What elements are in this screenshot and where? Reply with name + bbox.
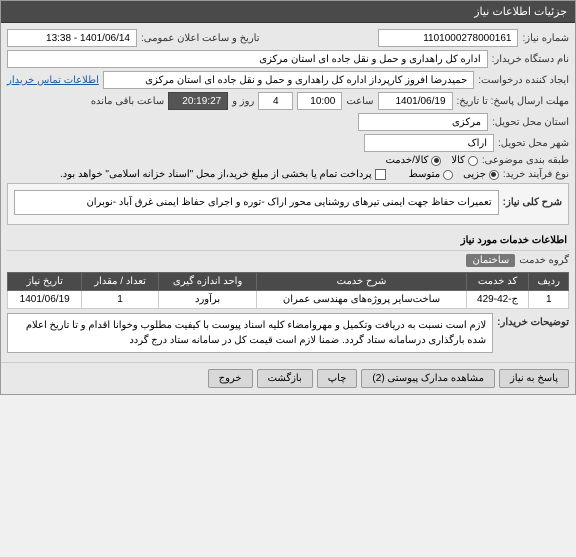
respond-button[interactable]: پاسخ به نیاز: [499, 369, 569, 388]
subject-kala-radio[interactable]: کالا: [451, 155, 478, 166]
buyer-org-field: اداره کل راهداری و حمل و نقل جاده ای است…: [7, 50, 488, 68]
window-title-bar: جزئیات اطلاعات نیاز: [1, 1, 575, 23]
city-label: شهر محل تحویل:: [498, 138, 569, 149]
radio-icon: [443, 170, 453, 180]
details-window: جزئیات اطلاعات نیاز شماره نیاز: 11010002…: [0, 0, 576, 395]
contact-link[interactable]: اطلاعات تماس خریدار: [7, 75, 99, 86]
checkbox-icon: [375, 169, 386, 180]
days-label: روز و: [232, 96, 254, 107]
cell-qty: 1: [82, 291, 158, 309]
time-label: ساعت: [346, 96, 373, 107]
col-qty: تعداد / مقدار: [82, 273, 158, 291]
deadline-label: مهلت ارسال پاسخ: تا تاریخ:: [457, 96, 569, 107]
cell-date: 1401/06/19: [8, 291, 82, 309]
subject-khedmat-radio[interactable]: کالا/خدمت: [385, 155, 441, 166]
group-tag: ساختمان: [466, 254, 515, 267]
countdown-field: 20:19:27: [168, 92, 228, 110]
col-date: تاریخ نیاز: [8, 273, 82, 291]
province-label: استان محل تحویل:: [492, 117, 569, 128]
subject-kala-label: کالا: [451, 155, 465, 166]
cell-code: ج-42-429: [466, 291, 529, 309]
need-jozei-radio[interactable]: جزیی: [463, 169, 499, 180]
col-row: ردیف: [529, 273, 569, 291]
deadline-time-field: 10:00: [297, 92, 342, 110]
city-field: اراک: [364, 134, 494, 152]
exit-button[interactable]: خروج: [208, 369, 253, 388]
need-desc-field: تعمیرات حفاظ جهت ایمنی تیرهای روشنایی مح…: [14, 190, 499, 215]
subject-khedmat-label: کالا/خدمت: [385, 155, 428, 166]
cell-unit: برآورد: [158, 291, 257, 309]
services-section-title: اطلاعات خدمات مورد نیاز: [7, 231, 569, 251]
print-button[interactable]: چاپ: [317, 369, 358, 388]
group-label: گروه خدمت: [519, 255, 569, 266]
payment-checkbox[interactable]: پرداخت تمام یا بخشی از مبلغ خرید،از محل …: [60, 169, 386, 180]
remaining-label: ساعت باقی مانده: [91, 96, 164, 107]
subject-radio-group: کالا کالا/خدمت: [385, 155, 477, 166]
province-field: مرکزی: [358, 113, 488, 131]
window-title: جزئیات اطلاعات نیاز: [474, 6, 567, 18]
need-jozei-label: جزیی: [463, 169, 486, 180]
col-code: کد خدمت: [466, 273, 529, 291]
payment-checkbox-label: پرداخت تمام یا بخشی از مبلغ خرید،از محل …: [60, 169, 372, 180]
cell-row: 1: [529, 291, 569, 309]
radio-icon: [468, 156, 478, 166]
deadline-date-field: 1401/06/19: [378, 92, 453, 110]
buyer-org-label: نام دستگاه خریدار:: [492, 54, 569, 65]
buyer-notes-field: لازم است نسبت به دریافت وتکمیل و مهروامض…: [7, 313, 493, 353]
need-number-label: شماره نیاز:: [522, 33, 569, 44]
radio-icon: [431, 156, 441, 166]
table-row: 1 ج-42-429 ساخت‌سایر پروژه‌های مهندسی عم…: [8, 291, 569, 309]
services-table: ردیف کد خدمت شرح خدمت واحد اندازه گیری ت…: [7, 272, 569, 309]
description-section: شرح کلی نیاز: تعمیرات حفاظ جهت ایمنی تیر…: [7, 183, 569, 225]
request-creator-label: ایجاد کننده درخواست:: [478, 75, 569, 86]
buyer-notes-label: توضیحات خریدار:: [497, 313, 569, 328]
back-button[interactable]: بازگشت: [257, 369, 313, 388]
subject-type-label: طبقه بندی موضوعی:: [482, 155, 569, 166]
need-motevaset-radio[interactable]: متوسط: [409, 169, 453, 180]
view-docs-button[interactable]: مشاهده مدارک پیوستی (2): [361, 369, 495, 388]
need-desc-title: شرح کلی نیاز:: [503, 197, 562, 208]
form-content: شماره نیاز: 1101000278000161 تاریخ و ساع…: [1, 23, 575, 362]
need-type-label: نوع فرآیند خرید:: [503, 169, 569, 180]
need-motevaset-label: متوسط: [409, 169, 440, 180]
cell-desc: ساخت‌سایر پروژه‌های مهندسی عمران: [257, 291, 466, 309]
request-creator-field: حمیدرضا افروز کارپرداز اداره کل راهداری …: [103, 71, 474, 89]
need-number-field: 1101000278000161: [378, 29, 518, 47]
public-announce-label: تاریخ و ساعت اعلان عمومی:: [141, 33, 260, 44]
days-value-field: 4: [258, 92, 293, 110]
radio-icon: [489, 170, 499, 180]
footer-buttons: پاسخ به نیاز مشاهده مدارک پیوستی (2) چاپ…: [1, 362, 575, 394]
public-announce-field: 1401/06/14 - 13:38: [7, 29, 137, 47]
table-header-row: ردیف کد خدمت شرح خدمت واحد اندازه گیری ت…: [8, 273, 569, 291]
col-unit: واحد اندازه گیری: [158, 273, 257, 291]
col-desc: شرح خدمت: [257, 273, 466, 291]
need-type-radio-group: جزیی متوسط: [409, 169, 499, 180]
